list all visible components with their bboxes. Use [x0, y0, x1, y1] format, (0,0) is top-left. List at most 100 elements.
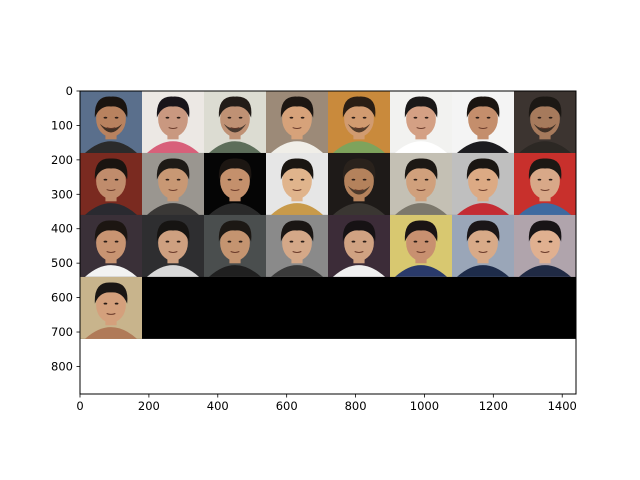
- eye-shape: [238, 178, 243, 181]
- y-axis: 0 100 200 300 400 500 600 700 800: [51, 84, 80, 373]
- x-tick-label: 1000: [410, 399, 439, 413]
- x-tick-label: 400: [207, 399, 229, 413]
- shirt-shape: [84, 141, 138, 153]
- y-tick-label: 0: [66, 84, 73, 98]
- face-tile: [204, 152, 266, 215]
- face-tile: [266, 152, 328, 215]
- eye-shape: [362, 116, 367, 119]
- eye-shape: [300, 240, 305, 243]
- mouth-shape: [540, 251, 550, 253]
- shirt-shape: [270, 265, 324, 277]
- eye-shape: [362, 240, 367, 243]
- eye-shape: [413, 240, 418, 243]
- eye-shape: [475, 240, 480, 243]
- shirt-shape: [208, 141, 262, 153]
- mouth-shape: [106, 313, 116, 315]
- eye-shape: [227, 240, 232, 243]
- face-tile: [80, 152, 142, 215]
- eye-shape: [486, 240, 491, 243]
- face-shape: [406, 162, 436, 199]
- eye-shape: [227, 116, 232, 119]
- face-tile: [266, 214, 328, 277]
- eye-shape: [548, 178, 553, 181]
- face-tile: [142, 152, 204, 215]
- shirt-shape: [84, 327, 138, 339]
- hair-shape: [528, 158, 562, 180]
- hair-shape: [94, 220, 128, 242]
- face-tile: [142, 91, 204, 153]
- mouth-shape: [478, 127, 488, 129]
- face-tile: [452, 214, 514, 277]
- shirt-shape: [270, 203, 324, 215]
- shirt-shape: [146, 141, 200, 153]
- face-shape: [282, 100, 312, 137]
- eye-shape: [114, 302, 119, 305]
- face-shape: [468, 100, 498, 137]
- eye-shape: [238, 240, 243, 243]
- mouth-shape: [230, 189, 240, 191]
- hair-shape: [528, 96, 562, 118]
- x-tick-label: 0: [76, 399, 83, 413]
- hair-shape: [218, 96, 252, 118]
- beard-shape: [347, 123, 371, 133]
- eye-shape: [103, 116, 108, 119]
- shirt-shape: [332, 141, 386, 153]
- face-tile: [514, 152, 576, 215]
- hair-shape: [280, 158, 314, 180]
- eye-shape: [424, 116, 429, 119]
- face-shape: [530, 224, 560, 261]
- face-shape: [344, 224, 374, 261]
- face-tile: [204, 91, 266, 153]
- face-shape: [96, 286, 126, 323]
- hair-shape: [94, 96, 128, 118]
- shirt-shape: [270, 141, 324, 153]
- mouth-shape: [230, 127, 240, 129]
- face-tile: [452, 91, 514, 153]
- eye-shape: [475, 178, 480, 181]
- mouth-shape: [292, 189, 302, 191]
- x-axis: 0 200 400 600 800 1000 1200 1400: [76, 394, 577, 413]
- face-tile: [390, 152, 452, 215]
- eye-shape: [351, 178, 356, 181]
- eye-shape: [300, 116, 305, 119]
- hair-shape: [342, 96, 376, 118]
- mouth-shape: [478, 189, 488, 191]
- x-tick-label: 1200: [479, 399, 508, 413]
- hair-shape: [466, 158, 500, 180]
- eye-shape: [103, 240, 108, 243]
- eye-shape: [424, 240, 429, 243]
- y-tick-label: 300: [51, 187, 73, 201]
- face-tile: [266, 91, 328, 153]
- mouth-shape: [354, 189, 364, 191]
- mouth-shape: [416, 189, 426, 191]
- x-tick-label: 1400: [548, 399, 577, 413]
- hair-shape: [156, 96, 190, 118]
- hair-shape: [404, 158, 438, 180]
- beard-shape: [223, 123, 247, 133]
- axes-frame: [79, 90, 577, 395]
- eye-shape: [165, 116, 170, 119]
- face-shape: [158, 224, 188, 261]
- shirt-shape: [84, 203, 138, 215]
- hair-shape: [466, 220, 500, 242]
- face-shape: [158, 100, 188, 137]
- hair-shape: [528, 220, 562, 242]
- axes: 0 200 400 600 800 1000 1200 1400 0 100 200 300 400 5…: [51, 84, 577, 413]
- face-shape: [468, 224, 498, 261]
- hair-shape: [94, 158, 128, 180]
- x-tick-label: 200: [138, 399, 160, 413]
- image-grid: [80, 91, 576, 339]
- mouth-shape: [416, 251, 426, 253]
- hair-shape: [466, 96, 500, 118]
- mouth-shape: [168, 251, 178, 253]
- shirt-shape: [518, 203, 572, 215]
- face-shape: [406, 224, 436, 261]
- eye-shape: [548, 116, 553, 119]
- face-tile: [80, 91, 142, 153]
- y-tick-label: 200: [51, 153, 73, 167]
- face-shape: [468, 162, 498, 199]
- beard-shape: [347, 185, 371, 195]
- eye-shape: [537, 178, 542, 181]
- mouth-shape: [292, 251, 302, 253]
